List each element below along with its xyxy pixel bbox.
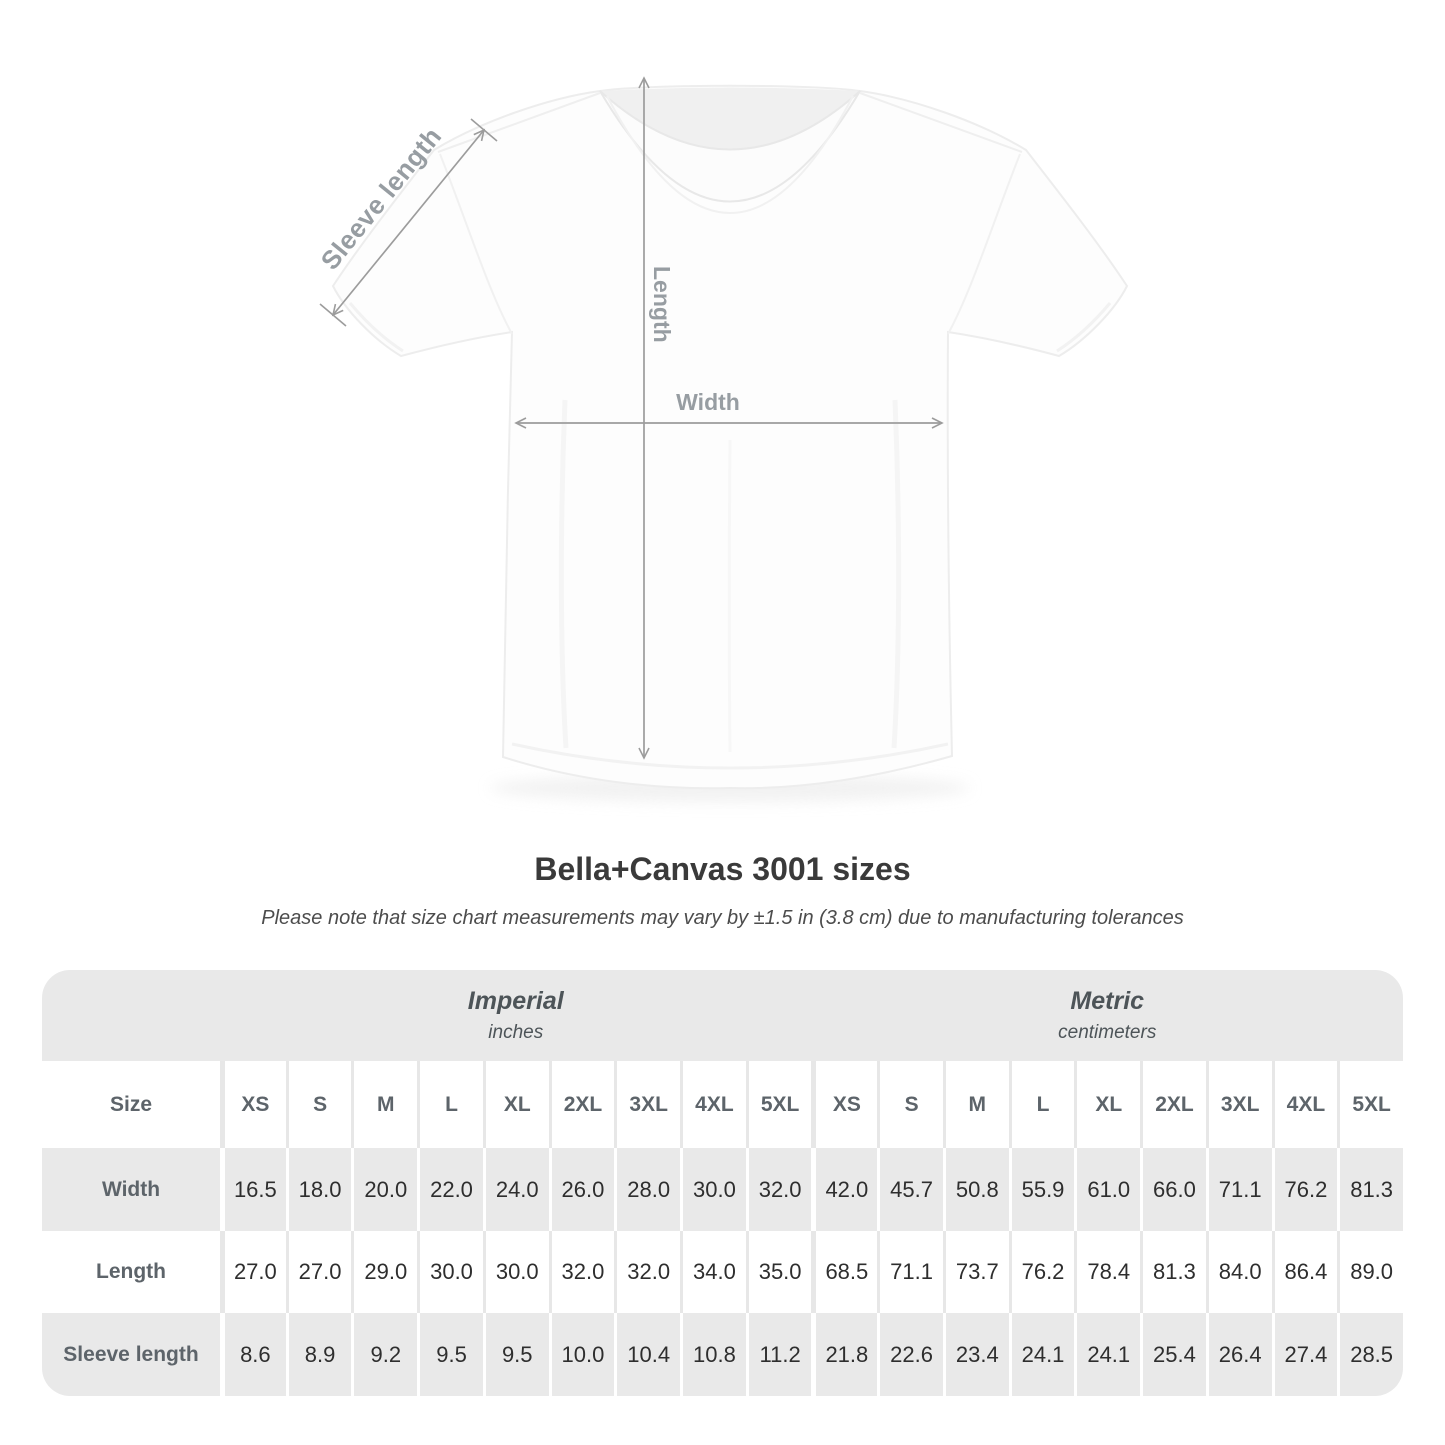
metric-value-cell: 71.1 [1205, 1148, 1272, 1231]
size-table: Imperial inches Metric centimeters Size X… [42, 970, 1403, 1396]
imperial-group-header: Imperial inches [220, 970, 812, 1061]
metric-size-header-m: M [942, 1061, 1009, 1148]
metric-value-cell: 78.4 [1074, 1231, 1141, 1313]
metric-value-cell: 50.8 [942, 1148, 1009, 1231]
metric-value-cell: 45.7 [877, 1148, 943, 1231]
metric-value-cell: 68.5 [811, 1231, 878, 1313]
imperial-value-cell: 32.0 [548, 1231, 615, 1313]
imperial-value-cell: 11.2 [745, 1313, 812, 1396]
imperial-value-cell: 30.0 [482, 1231, 549, 1313]
imperial-size-header-5xl: 5XL [745, 1061, 812, 1148]
metric-value-cell: 24.1 [1008, 1313, 1075, 1396]
imperial-value-cell: 30.0 [680, 1148, 746, 1231]
metric-value-cell: 76.2 [1271, 1148, 1338, 1231]
metric-size-header-xl: XL [1074, 1061, 1141, 1148]
page-title: Bella+Canvas 3001 sizes [534, 851, 911, 887]
metric-value-cell: 66.0 [1140, 1148, 1206, 1231]
metric-size-header-2xl: 2XL [1140, 1061, 1206, 1148]
imperial-value-cell: 29.0 [351, 1231, 418, 1313]
metric-value-cell: 76.2 [1008, 1231, 1075, 1313]
metric-value-cell: 81.3 [1140, 1231, 1206, 1313]
metric-size-header-4xl: 4XL [1271, 1061, 1338, 1148]
imperial-size-header-l: L [417, 1061, 483, 1148]
imperial-group-name: Imperial [467, 987, 564, 1015]
tshirt-measurement-diagram: Sleeve length Length Width [315, 76, 1129, 802]
row-label-length: Length [42, 1231, 220, 1313]
imperial-size-header-4xl: 4XL [680, 1061, 746, 1148]
metric-value-cell: 28.5 [1337, 1313, 1403, 1396]
imperial-value-cell: 35.0 [745, 1231, 812, 1313]
metric-size-header-3xl: 3XL [1205, 1061, 1272, 1148]
table-corner-cell [42, 970, 220, 1061]
imperial-size-header-xl: XL [482, 1061, 549, 1148]
imperial-value-cell: 20.0 [351, 1148, 418, 1231]
imperial-value-cell: 28.0 [614, 1148, 681, 1231]
metric-value-cell: 24.1 [1074, 1313, 1141, 1396]
imperial-value-cell: 10.0 [548, 1313, 615, 1396]
imperial-size-header-xs: XS [220, 1061, 286, 1148]
imperial-value-cell: 32.0 [745, 1148, 812, 1231]
metric-size-header-s: S [877, 1061, 943, 1148]
length-label: Length [649, 266, 675, 343]
imperial-value-cell: 22.0 [417, 1148, 483, 1231]
metric-group-header: Metric centimeters [811, 970, 1403, 1061]
sleeve-length-arrow [319, 118, 498, 327]
metric-value-cell: 22.6 [877, 1313, 943, 1396]
metric-value-cell: 26.4 [1205, 1313, 1272, 1396]
imperial-value-cell: 24.0 [482, 1148, 549, 1231]
metric-value-cell: 55.9 [1008, 1148, 1075, 1231]
metric-value-cell: 42.0 [811, 1148, 878, 1231]
imperial-value-cell: 27.0 [220, 1231, 286, 1313]
metric-value-cell: 61.0 [1074, 1148, 1141, 1231]
imperial-value-cell: 10.4 [614, 1313, 681, 1396]
imperial-value-cell: 8.6 [220, 1313, 286, 1396]
imperial-value-cell: 8.9 [285, 1313, 352, 1396]
imperial-value-cell: 18.0 [285, 1148, 352, 1231]
metric-value-cell: 25.4 [1140, 1313, 1206, 1396]
tshirt-image [331, 84, 1129, 802]
tolerance-note: Please note that size chart measurements… [261, 907, 1184, 929]
metric-size-header-l: L [1008, 1061, 1075, 1148]
metric-size-header-xs: XS [811, 1061, 878, 1148]
imperial-value-cell: 9.5 [417, 1313, 483, 1396]
imperial-value-cell: 34.0 [680, 1231, 746, 1313]
metric-value-cell: 23.4 [942, 1313, 1009, 1396]
imperial-value-cell: 30.0 [417, 1231, 483, 1313]
metric-size-header-5xl: 5XL [1337, 1061, 1403, 1148]
metric-group-unit: centimeters [1058, 1022, 1157, 1043]
imperial-size-header-3xl: 3XL [614, 1061, 681, 1148]
size-row-label: Size [42, 1061, 220, 1148]
metric-value-cell: 89.0 [1337, 1231, 1403, 1313]
imperial-value-cell: 9.5 [482, 1313, 549, 1396]
metric-value-cell: 84.0 [1205, 1231, 1272, 1313]
imperial-size-header-s: S [285, 1061, 352, 1148]
imperial-group-unit: inches [488, 1022, 544, 1043]
imperial-value-cell: 26.0 [548, 1148, 615, 1231]
tshirt-diagram-svg: Sleeve length Length Width [315, 76, 1129, 802]
metric-value-cell: 27.4 [1271, 1313, 1338, 1396]
metric-value-cell: 81.3 [1337, 1148, 1403, 1231]
imperial-size-header-2xl: 2XL [548, 1061, 615, 1148]
metric-value-cell: 71.1 [877, 1231, 943, 1313]
imperial-value-cell: 10.8 [680, 1313, 746, 1396]
metric-group-name: Metric [1070, 987, 1145, 1015]
imperial-value-cell: 16.5 [220, 1148, 286, 1231]
metric-value-cell: 86.4 [1271, 1231, 1338, 1313]
row-label-width: Width [42, 1148, 220, 1231]
imperial-size-header-m: M [351, 1061, 418, 1148]
row-label-sleeve-length: Sleeve length [42, 1313, 220, 1396]
metric-value-cell: 73.7 [942, 1231, 1009, 1313]
metric-value-cell: 21.8 [811, 1313, 878, 1396]
imperial-value-cell: 32.0 [614, 1231, 681, 1313]
imperial-value-cell: 27.0 [285, 1231, 352, 1313]
imperial-value-cell: 9.2 [351, 1313, 418, 1396]
width-label: Width [676, 389, 740, 415]
